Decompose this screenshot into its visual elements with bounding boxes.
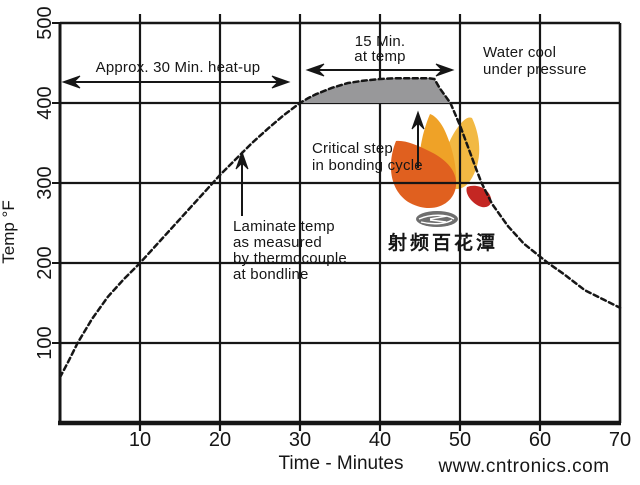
annotation-critical-line1: Critical step bbox=[312, 140, 393, 157]
x-axis-title: Time - Minutes bbox=[279, 453, 404, 474]
watermark-brand-text: 射频百花潭 bbox=[387, 231, 498, 254]
x-tick-label: 30 bbox=[289, 429, 311, 451]
annotation-arrows bbox=[61, 63, 455, 216]
y-tick-label: 100 bbox=[34, 326, 56, 359]
y-tick-label: 400 bbox=[34, 86, 56, 119]
x-tick-label: 50 bbox=[449, 429, 471, 451]
watermark-logo: 射频百花潭 bbox=[387, 114, 498, 254]
flame-red-drop-icon bbox=[466, 185, 492, 208]
watermark-url: www.cntronics.com bbox=[437, 456, 609, 477]
y-tick-label: 300 bbox=[34, 166, 56, 199]
heatup-arrowhead-left-icon bbox=[61, 75, 81, 89]
annotation-attemp-line2: at temp bbox=[354, 48, 405, 65]
annotation-watercool-line2: under pressure bbox=[483, 61, 587, 78]
y-tick-label: 500 bbox=[34, 6, 56, 39]
at-temp-shaded-region bbox=[300, 78, 451, 103]
logo-disc-icon bbox=[416, 211, 458, 227]
logo-disc-vein-icon bbox=[418, 214, 455, 225]
annotation-watercool-line1: Water cool bbox=[483, 44, 556, 61]
laminate-arrowhead-icon bbox=[235, 150, 249, 170]
x-tick-label: 60 bbox=[529, 429, 551, 451]
annotation-critical-line2: in bonding cycle bbox=[312, 157, 423, 174]
y-axis-title: Temp °F bbox=[0, 200, 18, 263]
y-tick-label: 200 bbox=[34, 246, 56, 279]
grid-layer bbox=[52, 14, 622, 431]
temperature-curve bbox=[58, 76, 622, 379]
annotation-laminate-line2: as measured bbox=[233, 234, 322, 251]
annotation-attemp-line1: 15 Min. bbox=[355, 33, 406, 50]
critical-step-arrowhead-icon bbox=[411, 110, 425, 130]
annotation-laminate-line1: Laminate temp bbox=[233, 218, 335, 235]
x-tick-label: 20 bbox=[209, 429, 231, 451]
heatup-arrowhead-right-icon bbox=[271, 75, 291, 89]
attemp-arrowhead-left-icon bbox=[305, 63, 325, 77]
x-tick-label: 70 bbox=[609, 429, 631, 451]
flame-left-petal-icon bbox=[390, 140, 457, 209]
x-tick-label: 40 bbox=[369, 429, 391, 451]
x-tick-label: 10 bbox=[129, 429, 151, 451]
annotation-heatup: Approx. 30 Min. heat-up bbox=[96, 59, 261, 76]
annotation-laminate-line4: at bondline bbox=[233, 266, 309, 283]
annotation-laminate-line3: by thermocouple bbox=[233, 250, 347, 267]
tick-label-layer: 100 200 300 400 500 10 20 30 40 50 60 70 bbox=[34, 6, 631, 451]
attemp-arrowhead-right-icon bbox=[435, 63, 455, 77]
plot-layer bbox=[58, 76, 622, 379]
